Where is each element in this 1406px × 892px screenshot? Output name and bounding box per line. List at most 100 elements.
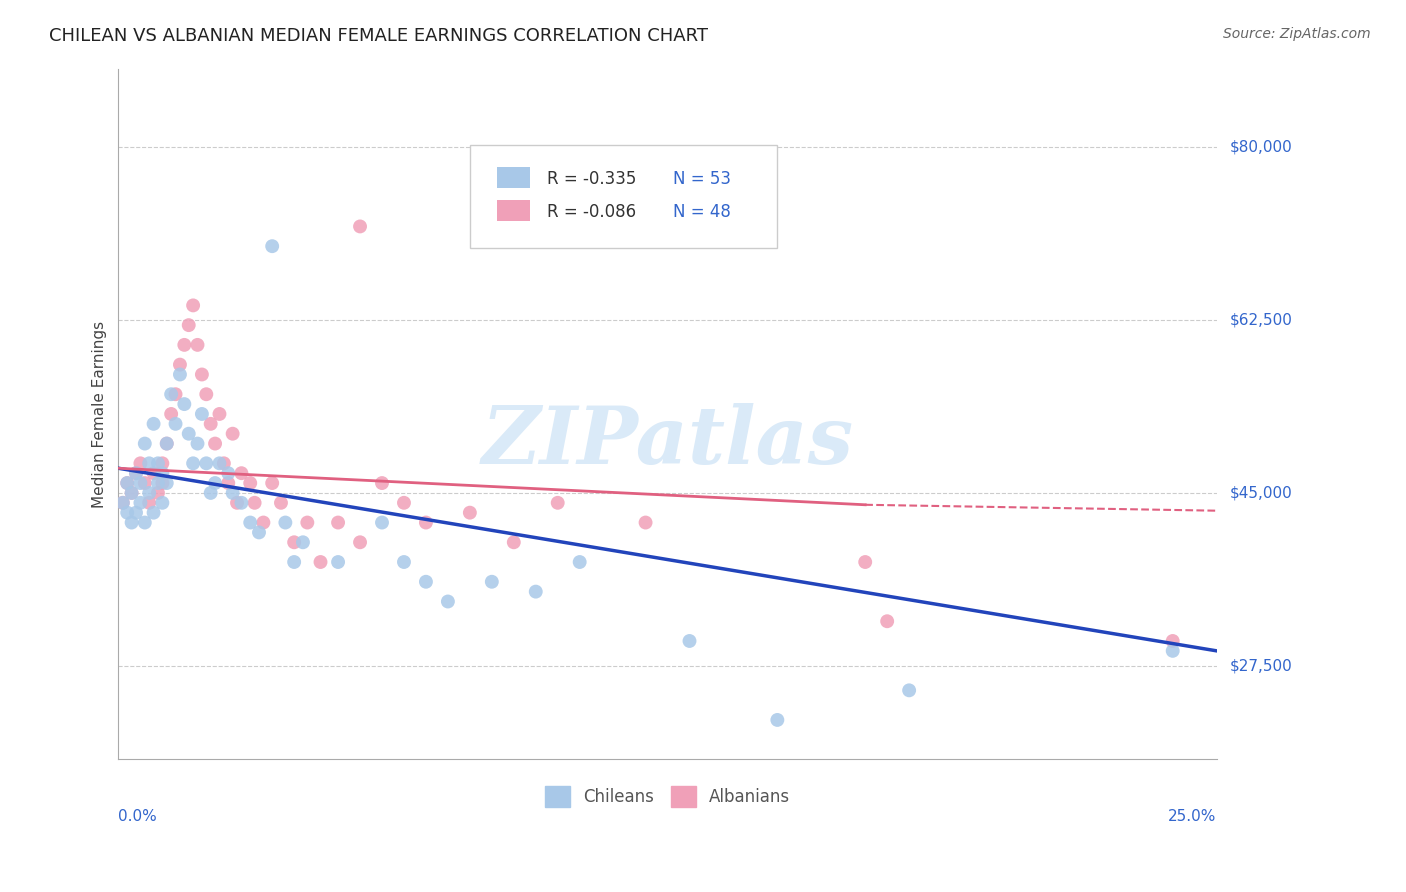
Text: N = 48: N = 48 (673, 202, 731, 220)
Point (142, 466, 165, 480)
Point (349, 219, 371, 234)
Point (191, 407, 214, 421)
Point (297, 516, 319, 530)
Point (247, 525, 270, 540)
Point (138, 496, 160, 510)
Point (437, 594, 460, 608)
Text: 0.0%: 0.0% (118, 809, 157, 824)
Point (134, 516, 156, 530)
Text: ZIPatlas: ZIPatlas (481, 403, 853, 481)
Point (195, 387, 218, 401)
Point (239, 516, 262, 530)
Point (898, 683, 921, 698)
Text: R = -0.335: R = -0.335 (547, 170, 636, 188)
Point (160, 387, 183, 401)
Point (138, 456, 160, 470)
Point (125, 466, 148, 480)
Point (502, 535, 524, 549)
Point (221, 486, 243, 500)
Text: CHILEAN VS ALBANIAN MEDIAN FEMALE EARNINGS CORRELATION CHART: CHILEAN VS ALBANIAN MEDIAN FEMALE EARNIN… (49, 27, 709, 45)
Text: $62,500: $62,500 (1230, 313, 1292, 327)
Point (853, 555, 876, 569)
Point (283, 535, 305, 549)
Text: $45,000: $45,000 (1230, 485, 1292, 500)
Point (217, 466, 239, 480)
Bar (498, 200, 530, 220)
Point (371, 476, 394, 491)
Bar (498, 168, 530, 188)
Point (326, 516, 349, 530)
Point (208, 407, 231, 421)
Point (125, 506, 148, 520)
Point (231, 496, 253, 510)
Point (291, 535, 314, 549)
Point (262, 239, 284, 253)
Point (1161, 644, 1184, 658)
Point (191, 368, 214, 382)
Point (146, 476, 169, 491)
Text: $27,500: $27,500 (1230, 658, 1292, 673)
Point (262, 476, 284, 491)
Point (392, 555, 415, 569)
Point (111, 496, 134, 510)
Point (274, 516, 297, 530)
Point (181, 456, 204, 470)
Point (150, 496, 173, 510)
Point (146, 456, 169, 470)
Point (524, 584, 547, 599)
Point (156, 476, 179, 491)
Point (634, 516, 657, 530)
Point (226, 496, 249, 510)
Text: R = -0.086: R = -0.086 (547, 202, 636, 220)
Point (309, 555, 332, 569)
Point (165, 417, 187, 431)
Point (115, 476, 138, 491)
Text: 25.0%: 25.0% (1168, 809, 1216, 824)
Text: Source: ZipAtlas.com: Source: ZipAtlas.com (1223, 27, 1371, 41)
Point (349, 535, 371, 549)
Point (283, 555, 305, 569)
Point (177, 426, 200, 441)
Point (239, 476, 262, 491)
Point (121, 516, 143, 530)
Point (165, 387, 187, 401)
Point (195, 456, 218, 470)
Point (121, 486, 143, 500)
Point (150, 476, 173, 491)
Point (156, 436, 179, 450)
Point (169, 358, 191, 372)
Point (217, 476, 239, 491)
Point (326, 555, 349, 569)
Point (150, 466, 173, 480)
Point (181, 298, 204, 312)
Point (186, 436, 208, 450)
Point (160, 407, 183, 421)
Y-axis label: Median Female Earnings: Median Female Earnings (93, 320, 107, 508)
Point (125, 466, 148, 480)
Point (392, 496, 415, 510)
Point (129, 476, 152, 491)
Point (156, 436, 179, 450)
Point (876, 614, 898, 628)
Point (134, 476, 156, 491)
Point (221, 426, 243, 441)
Point (173, 397, 195, 411)
Point (1161, 634, 1184, 648)
Point (766, 713, 789, 727)
Point (481, 574, 503, 589)
Point (150, 456, 173, 470)
Point (129, 496, 152, 510)
Point (212, 456, 235, 470)
Point (200, 417, 222, 431)
Point (204, 476, 226, 491)
Point (134, 436, 156, 450)
Text: $80,000: $80,000 (1230, 140, 1292, 155)
Point (146, 486, 169, 500)
Text: N = 53: N = 53 (673, 170, 731, 188)
Point (208, 456, 231, 470)
Legend: Chileans, Albanians: Chileans, Albanians (538, 780, 797, 814)
Point (173, 338, 195, 352)
Point (371, 516, 394, 530)
Point (121, 486, 143, 500)
Point (186, 338, 208, 352)
